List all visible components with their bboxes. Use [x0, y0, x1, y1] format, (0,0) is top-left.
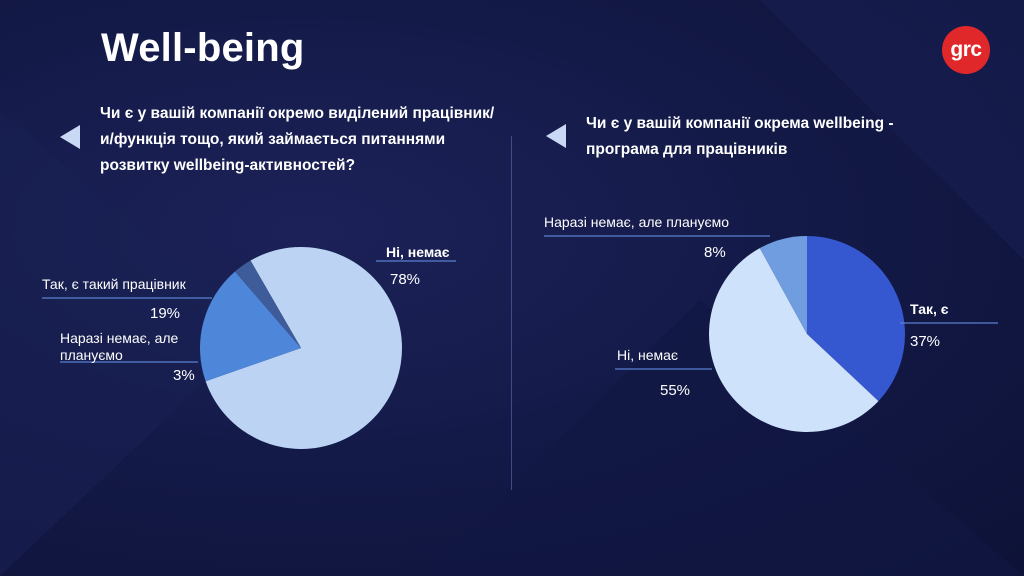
- label-leader-lines: [42, 235, 998, 370]
- question-right: Чи є у вашій компанії окрема wellbeing -…: [586, 115, 894, 158]
- pie-slice-no: [709, 248, 879, 432]
- slice-value-yes-right: 37%: [910, 333, 941, 350]
- pie-slice-planning: [235, 260, 301, 348]
- slice-label-no: Ні, немає: [386, 244, 450, 260]
- pie-slice-planning: [759, 236, 807, 334]
- slice-value-planning-right: 8%: [704, 244, 726, 261]
- grc-logo: grc: [942, 26, 990, 74]
- slice-label-yes-worker: Так, є такий працівник: [42, 276, 186, 292]
- pie-slice-yes: [807, 236, 906, 402]
- slice-value-planning: 3%: [173, 367, 195, 384]
- pie-chart-left: [199, 246, 402, 449]
- triangle-pointer-icon: [546, 124, 566, 148]
- slice-value-no: 78%: [390, 271, 421, 288]
- slice-label-planning: Наразі немає, але плануємо: [60, 330, 179, 363]
- pie-slice-no: [205, 246, 402, 449]
- slice-label-yes-right: Так, є: [910, 301, 949, 317]
- page-title: Well-being: [101, 26, 305, 70]
- slice-label-no-right: Ні, немає: [617, 347, 679, 363]
- triangle-pointer-icon: [60, 125, 80, 149]
- pie-slice-yes-worker: [199, 271, 301, 382]
- pie-chart-right: [709, 236, 906, 432]
- slice-value-no-right: 55%: [660, 382, 691, 399]
- question-left: Чи є у вашій компанії окремо виділений п…: [100, 105, 495, 174]
- slice-label-planning-right: Наразі немає, але плануємо: [544, 214, 730, 230]
- panel-divider: [511, 136, 512, 490]
- slice-value-yes-worker: 19%: [150, 305, 181, 322]
